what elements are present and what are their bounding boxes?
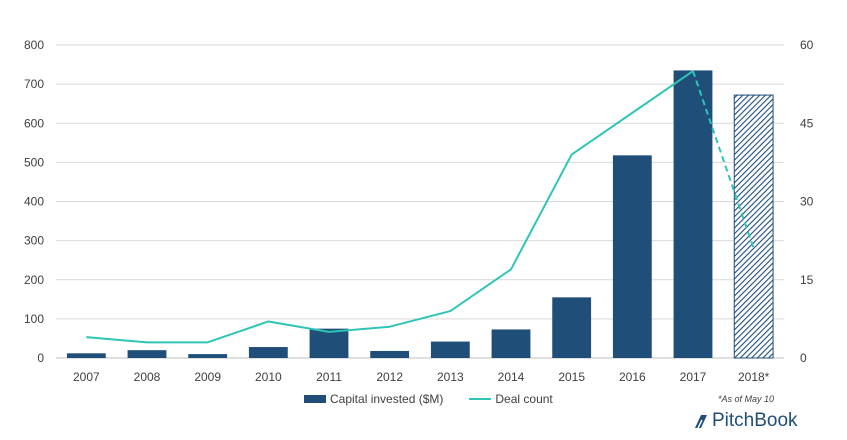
y2-tick-label: 30: [800, 195, 814, 209]
bar: [127, 350, 167, 358]
y-axis-left: 0 100 200 300 400 500 600 700 800: [24, 38, 44, 365]
y2-tick-label: 15: [800, 273, 814, 287]
brand-name: PitchBook: [712, 410, 798, 431]
x-tick-label: 2013: [437, 370, 464, 384]
y-axis-right: 0 15 30 45 60: [800, 38, 814, 365]
y-tick-label: 600: [24, 116, 44, 130]
bar-series: [66, 70, 774, 359]
x-tick-label: 2011: [316, 370, 342, 384]
line-series: [86, 70, 755, 344]
bar: [66, 353, 106, 358]
y-tick-label: 400: [24, 195, 44, 209]
gridlines: [56, 44, 784, 359]
x-tick-label: 2007: [73, 370, 100, 384]
bar: [491, 329, 531, 358]
y-tick-label: 700: [24, 77, 44, 91]
legend-swatch-capital: [304, 395, 326, 403]
y-tick-label: 100: [24, 312, 44, 326]
legend-label-deals: Deal count: [495, 392, 553, 406]
brand-logo: PitchBook: [692, 410, 798, 432]
y-tick-label: 500: [24, 155, 44, 169]
legend-swatch-deals: [469, 398, 492, 400]
bar: [248, 347, 288, 358]
x-tick-label: 2009: [194, 370, 221, 384]
y2-tick-label: 60: [800, 38, 814, 52]
x-tick-label: 2017: [680, 370, 707, 384]
legend: Capital invested ($M) Deal count: [304, 392, 553, 406]
bar: [309, 328, 349, 358]
pitchbook-logo-icon: [695, 415, 707, 429]
y2-tick-label: 45: [800, 116, 814, 130]
legend-label-capital: Capital invested ($M): [330, 392, 444, 406]
y-tick-label: 300: [24, 234, 44, 248]
x-tick-label: 2015: [558, 370, 585, 384]
x-tick-label: 2016: [619, 370, 646, 384]
line-segment-dashed: [692, 70, 755, 249]
bar: [552, 297, 592, 358]
footnote: *As of May 10: [718, 394, 775, 404]
bar: [370, 350, 410, 358]
x-tick-label: 2018*: [738, 370, 770, 384]
y-tick-label: 800: [24, 38, 44, 52]
x-tick-label: 2014: [498, 370, 525, 384]
x-tick-label: 2010: [255, 370, 282, 384]
x-axis: 2007 2008 2009 2010 2011 2012 2013 2014 2015 2016…: [73, 370, 770, 384]
x-tick-label: 2008: [134, 370, 161, 384]
y-tick-label: 200: [24, 273, 44, 287]
y-tick-label: 0: [37, 351, 44, 365]
bar: [430, 341, 470, 358]
bar: [733, 94, 774, 359]
y2-tick-label: 0: [800, 351, 807, 365]
line-segment-solid: [86, 70, 694, 344]
bar: [188, 354, 228, 358]
bar: [612, 155, 652, 358]
x-tick-label: 2012: [376, 370, 403, 384]
bar: [673, 70, 713, 359]
